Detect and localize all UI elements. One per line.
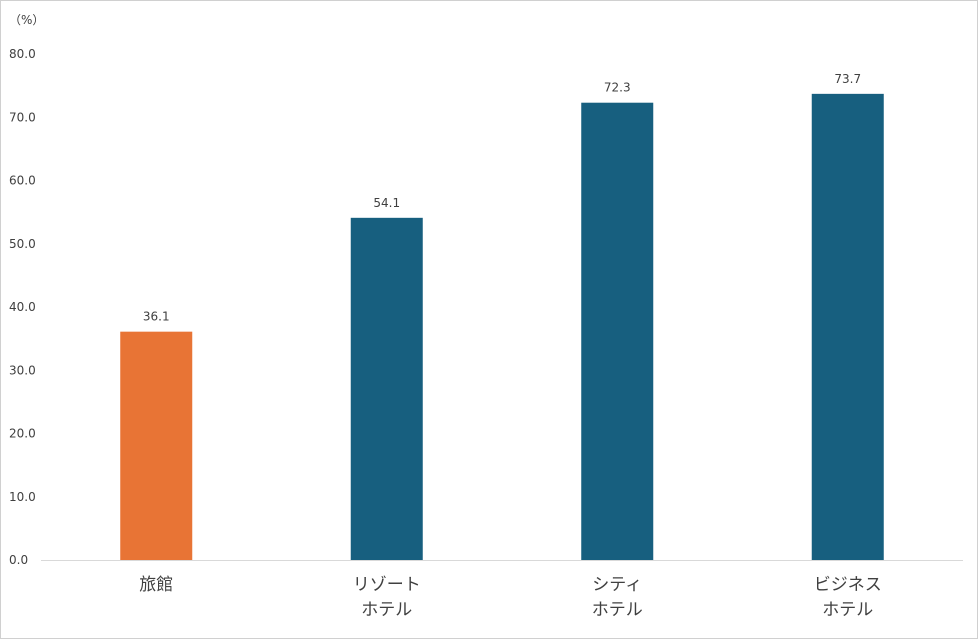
- y-axis-ticks: 0.0 10.0 20.0 30.0 40.0 50.0 60.0 70.0 80.0: [9, 47, 36, 567]
- bar: [811, 93, 884, 560]
- x-category-label: ホテル: [361, 600, 412, 620]
- x-category-label: ビジネス: [814, 575, 882, 595]
- y-tick-label: 50.0: [9, 237, 36, 251]
- y-axis-unit-label: （%）: [9, 13, 44, 27]
- bar-value-label: 36.1: [143, 310, 170, 324]
- y-tick-label: 70.0: [9, 110, 36, 124]
- bars: [120, 93, 884, 560]
- y-tick-label: 30.0: [9, 363, 36, 377]
- y-tick-label: 0.0: [9, 553, 28, 567]
- y-tick-label: 80.0: [9, 47, 36, 61]
- bar: [120, 331, 193, 560]
- y-tick-label: 60.0: [9, 174, 36, 188]
- bar: [581, 102, 654, 560]
- bar: [350, 217, 423, 560]
- x-category-label: 旅館: [139, 575, 173, 595]
- bar-value-label: 73.7: [834, 72, 861, 86]
- y-tick-label: 20.0: [9, 427, 36, 441]
- data-labels: 36.1 54.1 72.3 73.7: [143, 72, 861, 324]
- y-tick-label: 40.0: [9, 300, 36, 314]
- x-category-label: リゾート: [353, 575, 421, 595]
- bar-value-label: 72.3: [604, 81, 631, 95]
- y-tick-label: 10.0: [9, 490, 36, 504]
- x-category-label: ホテル: [592, 600, 643, 620]
- bar-value-label: 54.1: [373, 196, 400, 210]
- x-category-label: シティ: [592, 575, 642, 595]
- x-category-label: ホテル: [822, 600, 873, 620]
